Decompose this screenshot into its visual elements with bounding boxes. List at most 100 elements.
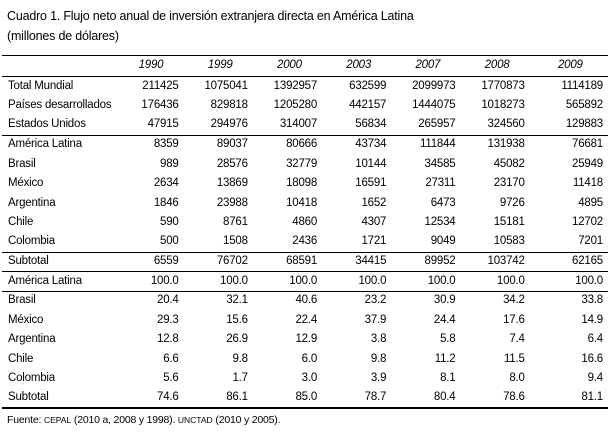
table-subtitle: (millones de dólares) (7, 29, 119, 43)
cell-value: 27311 (425, 177, 456, 189)
table-row: Total Mundial 211425 1075041 1392957 632599 2… (2, 77, 608, 97)
row-label: Chile (8, 216, 34, 228)
table-body: Total Mundial 211425 1075041 1392957 632599 2… (2, 77, 608, 409)
cell-value: 10144 (355, 157, 387, 170)
cell-value: 78.7 (364, 391, 387, 403)
row-label: América Latina (8, 138, 82, 151)
cell-value: 33.8 (581, 294, 603, 307)
table-row: Brasil 20.4 32.1 40.6 23.2 30.9 34.2 33.8 (2, 291, 608, 311)
cell-value: 29.3 (157, 313, 179, 326)
cell-value: 17.6 (503, 313, 525, 326)
cell-value: 565892 (565, 99, 603, 111)
cell-value: 1770873 (481, 79, 525, 92)
source-prefix: Fuente: (7, 414, 44, 426)
cell-value: 13869 (216, 177, 248, 189)
table-row: América Latina 100.0 100.0 100.0 100.0 100.0 1… (2, 271, 608, 292)
cell-value: 2099973 (412, 79, 456, 92)
cell-value: 1392957 (273, 79, 318, 92)
cell-value: 45082 (493, 157, 525, 170)
source-org-unctad: UNCTAD (177, 415, 213, 425)
cell-value: 1846 (153, 196, 179, 209)
cell-value: 9049 (430, 235, 456, 248)
source-note: Fuente: CEPAL (2010 a, 2008 y 1998). UNC… (7, 414, 611, 426)
table-row: Países desarrollados 176436 829818 1205280 4… (2, 96, 608, 116)
cell-value: 15181 (493, 216, 525, 228)
cell-value: 6559 (153, 255, 179, 267)
cell-value: 100.0 (496, 274, 525, 287)
cell-value: 12.8 (157, 333, 179, 345)
year-header: 1999 (207, 59, 233, 72)
cell-value: 6.6 (163, 352, 179, 365)
cell-value: 1075041 (204, 79, 248, 92)
cell-value: 23170 (493, 177, 525, 189)
data-table: 1990 1999 2000 2003 2007 2008 2009 Total Mundi… (2, 55, 608, 409)
cell-value: 442157 (349, 99, 387, 111)
cell-value: 1652 (361, 196, 387, 209)
row-label: América Latina (8, 274, 82, 287)
cell-value: 34585 (424, 157, 456, 170)
cell-value: 85.0 (295, 391, 318, 403)
cell-value: 56834 (355, 118, 387, 131)
row-label: Argentina (8, 196, 56, 209)
cell-value: 23.2 (364, 294, 387, 307)
row-label: Argentina (8, 333, 56, 345)
cell-value: 632599 (349, 79, 387, 92)
cell-value: 25949 (572, 157, 603, 170)
cell-value: 43734 (355, 138, 387, 151)
table-row: México 29.3 15.6 22.4 37.9 24.4 17.6 14.9 (2, 311, 608, 331)
table-row: Subtotal 74.6 86.1 85.0 78.7 80.4 78.6 81.1 (2, 389, 608, 409)
cell-value: 1205280 (273, 99, 318, 111)
cell-value: 6.4 (587, 333, 604, 345)
cell-value: 5.8 (440, 333, 456, 345)
cell-value: 4307 (361, 216, 387, 228)
row-label: Estados Unidos (8, 118, 86, 131)
cell-value: 294976 (210, 118, 248, 131)
cell-value: 28576 (216, 157, 248, 170)
cell-value: 4895 (578, 196, 603, 209)
cell-value: 34415 (355, 255, 387, 267)
cell-value: 989 (160, 157, 179, 170)
row-label: Subtotal (8, 391, 49, 403)
cell-value: 89952 (424, 255, 456, 267)
cell-value: 3.0 (301, 372, 318, 384)
year-header: 2009 (557, 59, 583, 72)
cell-value: 9.8 (232, 352, 248, 365)
cell-value: 1444075 (412, 99, 456, 111)
cell-value: 74.6 (157, 391, 179, 403)
cell-value: 37.9 (364, 313, 387, 326)
cell-value: 100.0 (575, 274, 603, 287)
cell-value: 12534 (424, 216, 456, 228)
table-row: Subtotal 6559 76702 68591 34415 89952 103742 62… (2, 252, 608, 272)
cell-value: 11.2 (434, 352, 456, 365)
table-row: Colombia 5.6 1.7 3.0 3.9 8.1 8.0 9.4 (2, 369, 608, 389)
cell-value: 4860 (292, 216, 318, 228)
corner-cell (2, 56, 123, 77)
cell-value: 8761 (223, 216, 248, 228)
cell-value: 111844 (420, 138, 456, 151)
cell-value: 16.6 (581, 352, 603, 365)
cell-value: 1508 (223, 235, 248, 248)
cell-value: 24.4 (433, 313, 456, 326)
cell-value: 23988 (216, 196, 248, 209)
source-suffix: (2010 y 2005). (212, 414, 281, 426)
cell-value: 80666 (286, 138, 318, 151)
cell-value: 76702 (216, 255, 248, 267)
cell-value: 78.6 (503, 391, 525, 403)
cell-value: 3.9 (370, 372, 387, 384)
cell-value: 16591 (355, 177, 387, 189)
row-label: México (8, 313, 44, 326)
cell-value: 829818 (210, 99, 248, 111)
table-row: Brasil 989 28576 32779 10144 34585 45082 25949 (2, 155, 608, 175)
cell-value: 34.2 (503, 294, 525, 307)
cell-value: 10418 (286, 196, 318, 209)
cell-value: 129883 (565, 118, 603, 131)
cell-value: 47915 (147, 118, 179, 131)
row-label: Brasil (8, 294, 36, 307)
row-label: Brasil (8, 157, 36, 170)
cell-value: 22.4 (295, 313, 318, 326)
cell-value: 176436 (141, 99, 179, 111)
year-header: 2000 (277, 59, 302, 72)
year-header: 2003 (346, 59, 372, 72)
cell-value: 100.0 (427, 274, 456, 287)
table-row: Chile 6.6 9.8 6.0 9.8 11.2 11.5 16.6 (2, 350, 608, 370)
